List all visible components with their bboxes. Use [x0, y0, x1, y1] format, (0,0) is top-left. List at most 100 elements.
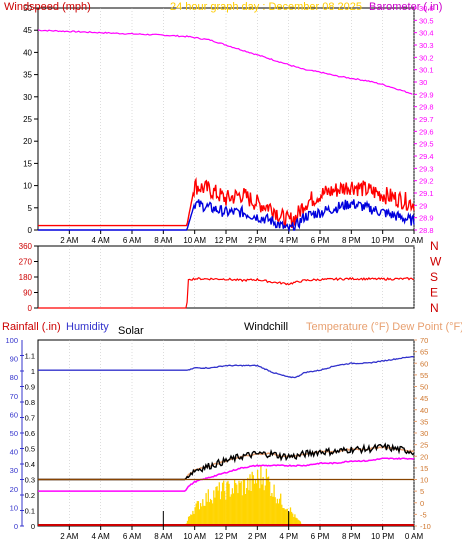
y-tick-label: 40	[23, 48, 32, 57]
rain-tick-label: 0.3	[25, 476, 35, 485]
temp-tick-label: 30	[420, 429, 428, 438]
temp-tick-label: 15	[420, 464, 428, 473]
wind-direction-line	[38, 276, 415, 309]
rain-tick-label: 0.5	[25, 445, 35, 454]
humidity-tick-label: 0	[14, 522, 18, 531]
humidity-tick-label: 90	[10, 355, 18, 364]
humidity-tick-label: 30	[10, 466, 18, 475]
temperature-x-ticks: 2 AM 4 AM 6 AM 8 AM 10 AM 12 PM 2 PM 4 PM 6 PM 8 …	[60, 526, 423, 541]
humidity-line	[38, 356, 414, 379]
rain-tick-label: 0.9	[25, 383, 35, 392]
rain-tick-label: 0.4	[25, 460, 35, 469]
y2-tick-label: 29.9	[419, 90, 434, 99]
temperature-y-ticks: -10 -5 0 5 10 15 20 25 30 35 40 45 50 55 60 65 70	[414, 336, 431, 531]
compass-label: E	[430, 286, 438, 300]
y-tick-label: 0	[28, 226, 33, 235]
y2-tick-label: 30.2	[419, 53, 434, 62]
y2-tick-label: 29.3	[419, 164, 434, 173]
humidity-y-ticks: 0 10 20 30 40 50 60 70 80 90 100	[5, 336, 18, 531]
compass-label: W	[430, 255, 442, 269]
x-tick-label: 12 PM	[214, 532, 237, 541]
y-tick-label: 25	[23, 115, 32, 124]
temp-tick-label: 35	[420, 417, 428, 426]
x-tick-label: 4 PM	[279, 532, 298, 541]
humidity-tick-label: 20	[10, 485, 18, 494]
direction-y-ticks: 0 90 180 270 360	[19, 242, 38, 313]
temp-tick-label: 65	[420, 348, 428, 357]
y2-tick-label: 28.8	[419, 226, 434, 235]
y-tick-label: 360	[19, 242, 33, 251]
x-tick-label: 0 AM	[405, 236, 424, 245]
humidity-axis-label: Humidity	[66, 321, 109, 333]
x-tick-label: 6 PM	[311, 532, 330, 541]
x-tick-label: 8 PM	[342, 236, 361, 245]
x-tick-label: 2 PM	[248, 532, 267, 541]
x-tick-label: 6 AM	[123, 532, 142, 541]
humidity-tick-label: 50	[10, 429, 18, 438]
humidity-tick-label: 100	[5, 336, 18, 345]
temp-tick-label: 45	[420, 394, 428, 403]
temperature-axis-label: Temperature (°F) Dew Point (°F)	[306, 321, 462, 333]
y-tick-label: 0	[28, 304, 33, 313]
y2-tick-label: 30.3	[419, 41, 434, 50]
x-tick-label: 10 AM	[183, 532, 206, 541]
y-tick-label: 10	[23, 182, 32, 191]
x-tick-label: 8 PM	[342, 532, 361, 541]
temp-tick-label: 10	[420, 476, 428, 485]
direction-series	[38, 276, 415, 309]
y-tick-label: 30	[23, 93, 32, 102]
rain-tick-label: 0.2	[25, 491, 35, 500]
x-tick-label: 2 AM	[60, 532, 79, 541]
y2-tick-label: 29.2	[419, 177, 434, 186]
rain-tick-label: 0.8	[25, 398, 35, 407]
y-tick-label: 20	[23, 137, 32, 146]
solar-label: Solar	[118, 325, 144, 337]
y-tick-label: 35	[23, 71, 32, 80]
x-tick-label: 2 PM	[248, 236, 267, 245]
compass-label: N	[430, 301, 439, 315]
y2-tick-label: 30	[419, 78, 427, 87]
y2-tick-label: 29.5	[419, 140, 434, 149]
x-tick-label: 12 PM	[214, 236, 237, 245]
y-tick-label: 50	[23, 4, 32, 13]
y-tick-label: 180	[19, 273, 33, 282]
temp-tick-label: -5	[420, 510, 427, 519]
wind-gust-line	[38, 176, 415, 229]
solar-area	[185, 466, 305, 526]
temp-tick-label: -10	[420, 522, 431, 531]
temp-tick-label: 50	[420, 383, 428, 392]
x-tick-label: 8 AM	[154, 236, 173, 245]
chart-title: 24 hour graph day : December 08 2025	[170, 1, 362, 13]
x-tick-label: 6 PM	[311, 236, 330, 245]
y2-tick-label: 29.7	[419, 115, 434, 124]
wind-axis-label: Windspeed (mph)	[4, 1, 91, 13]
x-tick-label: 10 PM	[371, 236, 394, 245]
rain-axis-label: Rainfall (.in)	[2, 321, 61, 333]
y-tick-label: 270	[19, 258, 33, 267]
y2-tick-label: 29.8	[419, 103, 434, 112]
dewpoint-line	[38, 457, 415, 492]
temp-tick-label: 70	[420, 336, 428, 345]
barometer-line	[38, 29, 413, 95]
baro-y-ticks: 28.8 28.9 29 29.1 29.2 29.3 29.4 29.5 29.6 29.7 29…	[414, 4, 434, 235]
x-tick-label: 10 PM	[371, 532, 394, 541]
rain-tick-label: 0.1	[25, 507, 35, 516]
y2-tick-label: 29.4	[419, 152, 434, 161]
rain-tick-label: 1	[31, 367, 35, 376]
temp-tick-label: 40	[420, 406, 428, 415]
rain-tick-label: 0.7	[25, 414, 35, 423]
rain-tick-label: 0	[31, 522, 35, 531]
humidity-tick-label: 10	[10, 503, 18, 512]
temp-tick-label: 5	[420, 487, 424, 496]
wind-speed-line	[38, 199, 415, 233]
windchill-label: Windchill	[244, 321, 288, 333]
direction-grid	[69, 246, 415, 308]
temp-tick-label: 0	[420, 499, 424, 508]
compass-label: S	[430, 270, 438, 284]
compass-label: N	[430, 239, 439, 253]
y-tick-label: 15	[23, 159, 32, 168]
baro-axis-label: Barometer (.in)	[369, 1, 442, 13]
